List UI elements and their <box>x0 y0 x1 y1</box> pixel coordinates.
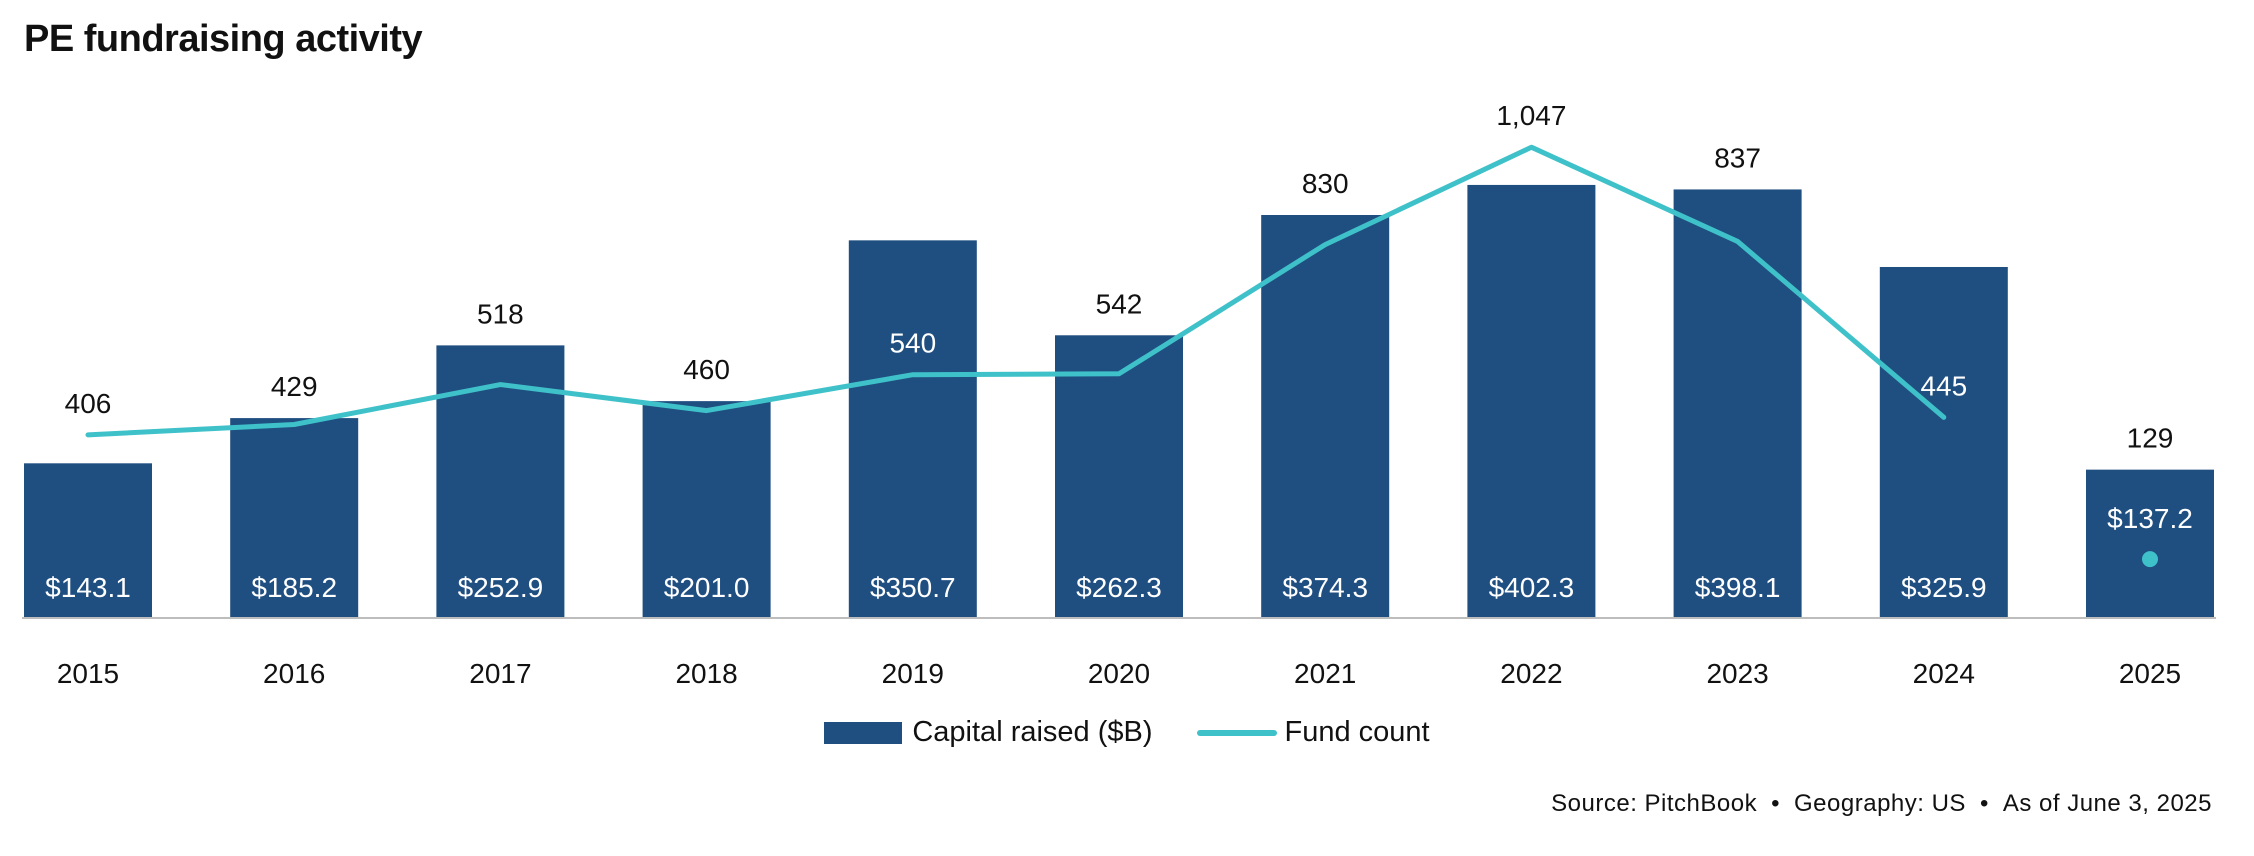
fund-count-label-2015: 406 <box>65 388 112 419</box>
x-tick-label-2021: 2021 <box>1294 658 1356 689</box>
bar-2021 <box>1261 215 1390 617</box>
x-tick-label-2024: 2024 <box>1913 658 1975 689</box>
fund-count-line <box>85 144 1947 438</box>
bar-2022 <box>1467 184 1596 617</box>
chart-plot: $143.1 $185.2 $252.9 $201.0 $350.7 $262.3 $374… <box>22 100 2216 689</box>
legend-label-capital: Capital raised ($B) <box>912 716 1153 748</box>
x-tick-label-2019: 2019 <box>882 658 944 689</box>
legend: Capital raised ($B) Fund count <box>0 716 2254 749</box>
fund-count-label-2023: 837 <box>1714 142 1761 173</box>
bar-2024 <box>1879 266 2008 617</box>
bar-2019 <box>848 240 977 617</box>
bar-2018 <box>642 401 771 617</box>
fund-count-label-2019: 540 <box>889 328 936 359</box>
x-tick-label-2023: 2023 <box>1706 658 1768 689</box>
x-tick-label-2025: 2025 <box>2119 658 2181 689</box>
fund-count-label-2025: 129 <box>2127 423 2174 454</box>
fund-count-label-2018: 460 <box>683 354 730 385</box>
separator: • <box>1771 790 1781 817</box>
fund-count-label-2024: 445 <box>1920 370 1967 401</box>
bar-value-label-2022: $402.3 <box>1489 572 1575 603</box>
legend-swatch-line <box>1196 729 1277 736</box>
fund-count-label-2020: 542 <box>1096 288 1143 319</box>
chart-title: PE fundraising activity <box>24 18 423 60</box>
bar-2016 <box>230 418 359 617</box>
bar-value-label-2019: $350.7 <box>870 572 956 603</box>
bar-value-label-2017: $252.9 <box>458 572 544 603</box>
separator: • <box>1979 790 1989 817</box>
fund-count-label-2022: 1,047 <box>1496 100 1566 131</box>
bar-value-label-2021: $374.3 <box>1282 572 1368 603</box>
bar-value-label-2016: $185.2 <box>251 572 337 603</box>
bar-value-label-2025: $137.2 <box>2107 503 2193 534</box>
x-tick-label-2016: 2016 <box>263 658 325 689</box>
x-tick-label-2022: 2022 <box>1500 658 1562 689</box>
legend-label-fund-count: Fund count <box>1284 716 1430 748</box>
bar-value-label-2015: $143.1 <box>45 572 131 603</box>
fund-count-point-2025 <box>2142 551 2158 568</box>
x-tick-label-2018: 2018 <box>675 658 737 689</box>
x-tick-label-2015: 2015 <box>57 658 119 689</box>
bar-2015 <box>24 463 152 617</box>
legend-swatch-bar <box>824 721 903 744</box>
bar-value-label-2023: $398.1 <box>1695 572 1781 603</box>
bar-2020 <box>1055 335 1183 617</box>
legend-item-capital: Capital raised ($B) <box>824 716 1153 749</box>
source-note: Source: PitchBook • Geography: US • As of Ju… <box>1551 790 2212 818</box>
geography-text: Geography: US <box>1794 790 1966 817</box>
bar-2025 <box>2086 469 2214 617</box>
source-text: Source: PitchBook <box>1551 790 1758 817</box>
bar-value-label-2020: $262.3 <box>1076 572 1162 603</box>
x-tick-label-2017: 2017 <box>469 658 531 689</box>
bar-value-label-2018: $201.0 <box>664 572 750 603</box>
fund-count-label-2017: 518 <box>477 298 524 329</box>
date-text: As of June 3, 2025 <box>2002 790 2212 817</box>
legend-item-fund-count: Fund count <box>1196 716 1430 749</box>
fund-count-label-2016: 429 <box>271 371 318 402</box>
fund-count-label-2021: 830 <box>1302 168 1349 199</box>
bar-2023 <box>1673 189 1802 617</box>
bar-value-label-2024: $325.9 <box>1901 572 1987 603</box>
x-tick-label-2020: 2020 <box>1088 658 1150 689</box>
